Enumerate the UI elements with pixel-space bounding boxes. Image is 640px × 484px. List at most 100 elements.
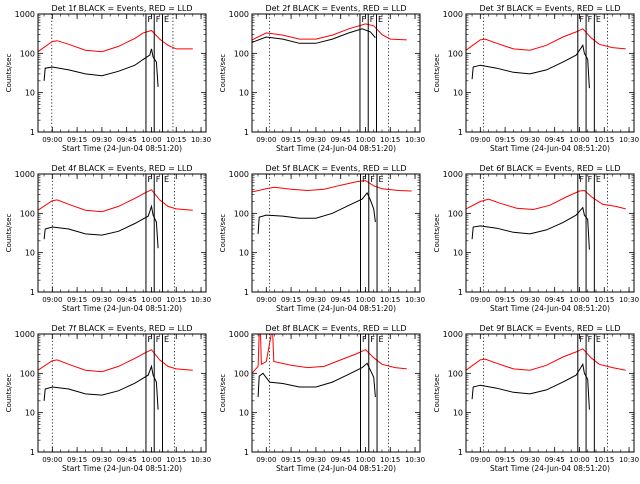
y-tick-label: 1000 bbox=[443, 170, 463, 179]
y-axis-label: Counts/sec bbox=[433, 374, 441, 413]
y-tick-label: 1000 bbox=[443, 330, 463, 339]
y-axis-label: Counts/sec bbox=[5, 374, 13, 413]
x-tick-label: 09:00 bbox=[256, 456, 276, 464]
x-tick-label: 09:15 bbox=[67, 136, 87, 144]
x-tick-label: 09:00 bbox=[470, 296, 490, 304]
y-tick-label: 10 bbox=[25, 409, 35, 418]
y-tick-label: 1000 bbox=[15, 10, 35, 19]
panel-3: Det 3f BLACK = Events, RED = LLD 1 10 100 10… bbox=[433, 4, 639, 153]
y-tick-label: 10 bbox=[25, 89, 35, 98]
x-tick-label: 09:45 bbox=[331, 296, 351, 304]
y-tick-label: 1 bbox=[458, 128, 463, 137]
y-tick-label: 1000 bbox=[229, 330, 249, 339]
y-tick-label: 10 bbox=[453, 89, 463, 98]
series-line-lld bbox=[251, 180, 412, 193]
x-tick-label: 09:45 bbox=[331, 136, 351, 144]
x-tick-label: 09:30 bbox=[306, 136, 326, 144]
plot-frame bbox=[465, 13, 635, 133]
y-tick-label: 10 bbox=[25, 249, 35, 258]
x-tick-label: 09:30 bbox=[92, 296, 112, 304]
x-tick-label: 09:15 bbox=[281, 456, 301, 464]
panel-6: Det 6f BLACK = Events, RED = LLD 1 10 100 10… bbox=[433, 164, 639, 313]
x-tick-label: 10:30 bbox=[191, 136, 211, 144]
x-tick-label: 10:00 bbox=[355, 456, 375, 464]
plot-frame bbox=[465, 333, 635, 453]
x-tick-label: 09:30 bbox=[520, 456, 540, 464]
x-tick-label: 10:15 bbox=[594, 136, 614, 144]
panel-title: Det 2f BLACK = Events, RED = LLD bbox=[265, 4, 406, 13]
marker-label: E bbox=[596, 175, 601, 184]
marker-label: F bbox=[588, 15, 593, 24]
series-line-lld bbox=[37, 189, 193, 213]
series-line-events bbox=[43, 48, 159, 87]
x-tick-label: 09:00 bbox=[42, 296, 62, 304]
x-tick-label: 10:15 bbox=[380, 136, 400, 144]
marker-label: E bbox=[164, 335, 169, 344]
panel-title: Det 8f BLACK = Events, RED = LLD bbox=[265, 324, 406, 333]
y-tick-label: 10 bbox=[239, 409, 249, 418]
x-tick-label: 09:45 bbox=[117, 456, 137, 464]
x-tick-label: 09:15 bbox=[495, 456, 515, 464]
y-tick-label: 100 bbox=[20, 49, 35, 58]
marker-label: F bbox=[147, 335, 152, 344]
y-axis-label: Counts/sec bbox=[433, 54, 441, 93]
plot-frame bbox=[37, 333, 207, 453]
x-tick-label: 09:30 bbox=[520, 136, 540, 144]
x-tick-label: 09:00 bbox=[42, 456, 62, 464]
marker-label: F bbox=[156, 335, 161, 344]
marker-label: E bbox=[596, 15, 601, 24]
marker-label: F bbox=[588, 175, 593, 184]
y-tick-label: 10 bbox=[239, 249, 249, 258]
x-axis-label: Start Time (24-Jun-04 08:51:20) bbox=[276, 144, 396, 153]
plot-frame bbox=[37, 173, 207, 293]
marker-label: F bbox=[588, 335, 593, 344]
x-tick-label: 10:30 bbox=[619, 136, 639, 144]
y-axis-label: Counts/sec bbox=[433, 214, 441, 253]
series-line-events bbox=[43, 364, 159, 410]
marker-label: F bbox=[156, 175, 161, 184]
series-line-lld bbox=[37, 349, 193, 373]
x-tick-label: 09:30 bbox=[92, 456, 112, 464]
series-line-events bbox=[43, 204, 159, 249]
x-tick-label: 10:00 bbox=[569, 456, 589, 464]
x-tick-label: 10:30 bbox=[405, 136, 425, 144]
marker-label: F bbox=[370, 15, 375, 24]
y-tick-label: 1 bbox=[458, 448, 463, 457]
x-tick-label: 09:45 bbox=[117, 296, 137, 304]
x-tick-label: 09:15 bbox=[281, 136, 301, 144]
x-tick-label: 10:30 bbox=[405, 296, 425, 304]
x-tick-label: 10:15 bbox=[380, 456, 400, 464]
x-tick-label: 09:00 bbox=[470, 136, 490, 144]
y-axis-label: Counts/sec bbox=[219, 54, 227, 93]
y-tick-label: 1 bbox=[244, 448, 249, 457]
x-tick-label: 09:15 bbox=[495, 296, 515, 304]
marker-label: F bbox=[362, 335, 367, 344]
x-tick-label: 09:45 bbox=[117, 136, 137, 144]
marker-label: F bbox=[362, 175, 367, 184]
x-tick-label: 09:30 bbox=[92, 136, 112, 144]
marker-label: E bbox=[378, 15, 383, 24]
series-line-events bbox=[471, 44, 590, 89]
x-axis-label: Start Time (24-Jun-04 08:51:20) bbox=[276, 304, 396, 313]
x-tick-label: 10:15 bbox=[380, 296, 400, 304]
marker-label: F bbox=[147, 15, 152, 24]
x-tick-label: 10:30 bbox=[619, 456, 639, 464]
x-tick-label: 09:45 bbox=[545, 456, 565, 464]
y-tick-label: 1 bbox=[244, 128, 249, 137]
series-line-lld bbox=[465, 28, 626, 51]
x-tick-label: 10:30 bbox=[191, 456, 211, 464]
x-tick-label: 10:30 bbox=[405, 456, 425, 464]
x-axis-label: Start Time (24-Jun-04 08:51:20) bbox=[62, 464, 182, 473]
y-tick-label: 100 bbox=[448, 369, 463, 378]
x-tick-label: 10:00 bbox=[569, 136, 589, 144]
x-tick-label: 10:30 bbox=[191, 296, 211, 304]
series-line-lld bbox=[465, 189, 626, 211]
x-tick-label: 09:30 bbox=[306, 296, 326, 304]
panel-title: Det 5f BLACK = Events, RED = LLD bbox=[265, 164, 406, 173]
series-line-lld bbox=[465, 348, 626, 371]
series-line-events bbox=[257, 362, 376, 398]
y-tick-label: 1000 bbox=[443, 10, 463, 19]
x-axis-label: Start Time (24-Jun-04 08:51:20) bbox=[276, 464, 396, 473]
